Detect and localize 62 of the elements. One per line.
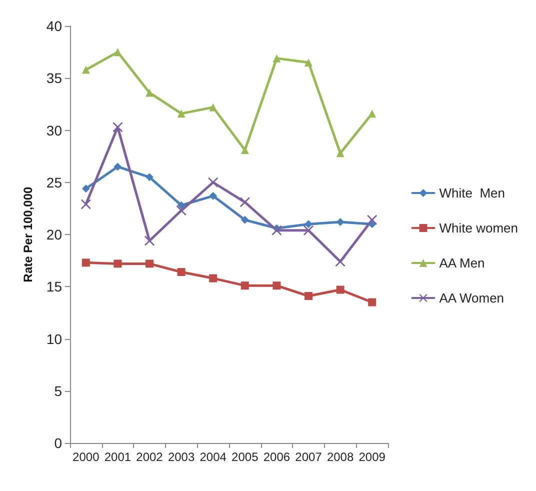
point [368, 298, 376, 306]
legend-label: White women [439, 220, 518, 236]
point [82, 258, 90, 267]
point [209, 274, 218, 282]
point [177, 268, 186, 276]
point [336, 218, 344, 226]
point [336, 286, 344, 294]
point [367, 214, 378, 225]
y-tick-label: 10 [46, 330, 62, 347]
point [146, 173, 154, 182]
point [335, 256, 346, 267]
point [336, 149, 344, 158]
x-tick-label: 2003 [168, 450, 195, 464]
point [304, 292, 312, 300]
point [304, 225, 314, 236]
point [82, 184, 90, 193]
x-tick-label: 2000 [72, 450, 100, 464]
point [209, 103, 218, 112]
x-tick-label: 2006 [263, 450, 290, 464]
point [114, 162, 122, 171]
x-tick-label: 2008 [326, 450, 354, 464]
y-tick-label: 40 [46, 18, 62, 34]
y-tick-label: 5 [54, 382, 62, 399]
y-tick-label: 30 [46, 122, 62, 138]
y-axis-title: Rate Per 100,000 [21, 186, 35, 282]
point [368, 110, 376, 118]
point [112, 122, 123, 132]
legend-label: White Men [439, 186, 505, 200]
point [209, 192, 218, 200]
point [114, 48, 122, 56]
point [272, 225, 282, 236]
x-tick-label: 2001 [104, 450, 132, 464]
point [80, 199, 91, 210]
point [240, 282, 249, 290]
point [146, 88, 154, 97]
point [176, 206, 186, 216]
point [240, 146, 249, 154]
point [240, 197, 250, 208]
x-tick-label: 2002 [136, 450, 164, 464]
y-tick-label: 0 [54, 435, 62, 451]
point [240, 216, 249, 224]
point [177, 110, 186, 118]
y-tick-label: 20 [46, 226, 62, 242]
point [208, 177, 218, 188]
x-tick-label: 2004 [200, 450, 227, 464]
point [272, 282, 281, 290]
y-tick-label: 15 [46, 278, 62, 295]
x-tick-label: 2005 [232, 450, 259, 464]
point [114, 260, 122, 268]
point [82, 66, 90, 74]
x-tick-label: 2009 [358, 450, 386, 464]
point [144, 236, 154, 246]
legend-label: AA Men [439, 256, 485, 270]
point [146, 260, 154, 268]
point [177, 201, 186, 210]
y-tick-label: 25 [46, 174, 62, 190]
point [272, 54, 281, 62]
point [304, 58, 312, 66]
legend-label: AA Women [439, 290, 504, 306]
point [304, 220, 312, 228]
x-tick-label: 2007 [295, 450, 322, 464]
y-tick-label: 35 [46, 70, 62, 86]
